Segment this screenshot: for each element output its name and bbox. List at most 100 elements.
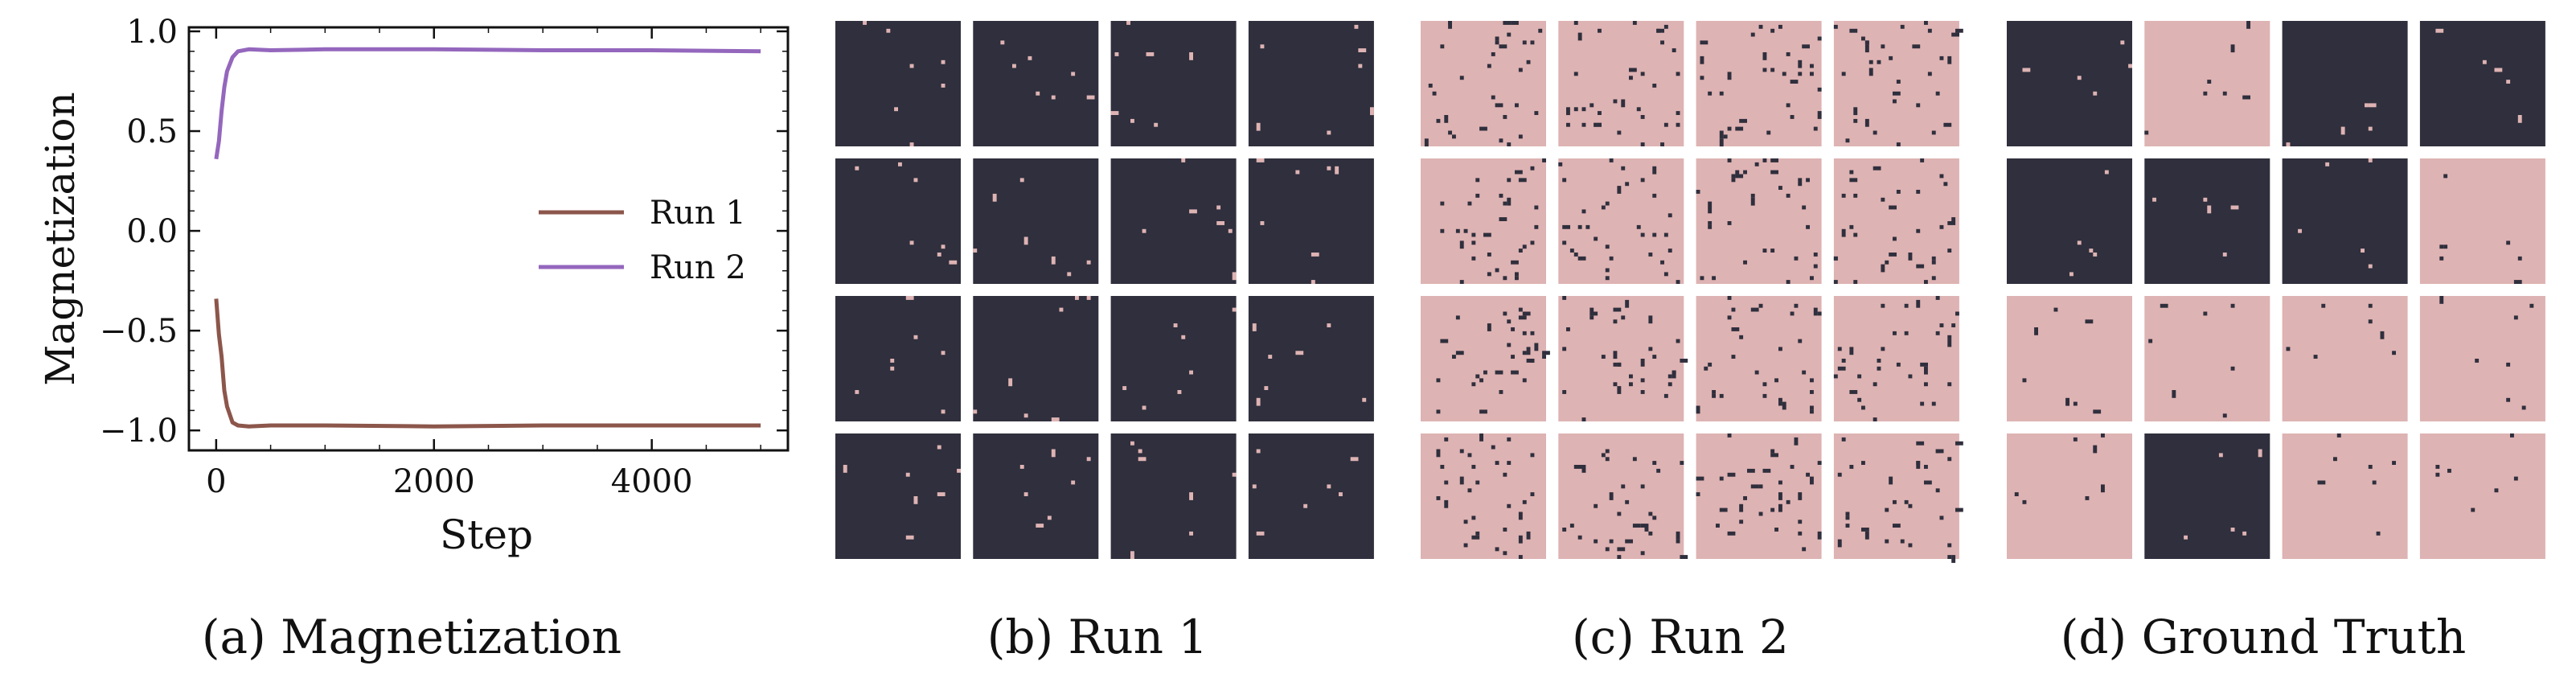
flipped-spin <box>1947 221 1956 225</box>
flipped-spin <box>1518 555 1523 559</box>
flipped-spin <box>1864 44 1869 53</box>
flipped-spin <box>1327 130 1331 135</box>
flipped-spin <box>2506 362 2511 367</box>
flipped-spin <box>1023 236 1028 245</box>
flipped-spin <box>2207 80 2212 84</box>
flipped-spin <box>1810 72 1814 76</box>
flipped-spin <box>1947 249 1952 253</box>
flipped-spin <box>1904 331 1909 335</box>
flipped-spin <box>1562 224 1570 229</box>
flipped-spin <box>1640 359 1645 367</box>
sample-tile <box>1110 21 1237 146</box>
flipped-spin <box>1566 327 1570 331</box>
flipped-spin <box>2152 197 2156 202</box>
run1-sample-grid <box>835 21 1374 560</box>
flipped-spin <box>1362 397 1367 402</box>
flipped-spin <box>1770 170 1778 175</box>
sample-tile <box>1421 433 1546 559</box>
flipped-spin <box>1440 201 1445 206</box>
flipped-spin <box>1861 36 1865 41</box>
flipped-spin <box>1754 370 1759 375</box>
sample-tile <box>2419 296 2545 421</box>
flipped-spin <box>2482 60 2487 64</box>
flipped-spin <box>894 107 898 112</box>
flipped-spin <box>1762 468 1771 473</box>
flipped-spin <box>1758 512 1763 516</box>
sample-tile <box>2144 433 2270 559</box>
flipped-spin <box>1648 347 1653 351</box>
tile-background <box>835 21 961 146</box>
flipped-spin <box>1731 327 1740 331</box>
flipped-spin <box>1750 32 1755 37</box>
flipped-spin <box>2230 366 2235 371</box>
flipped-spin <box>1452 355 1456 359</box>
flipped-spin <box>1051 256 1056 265</box>
sample-tile <box>1248 296 1374 421</box>
flipped-spin <box>1652 232 1657 237</box>
tile-background <box>2419 21 2545 146</box>
flipped-spin <box>1916 461 1921 465</box>
flipped-spin <box>1951 217 1956 221</box>
flipped-spin <box>1916 264 1925 269</box>
flipped-spin <box>2148 339 2153 343</box>
flipped-spin <box>1676 72 1680 76</box>
flipped-spin <box>1951 555 1956 563</box>
flipped-spin <box>1594 539 1598 544</box>
flipped-spin <box>1471 465 1476 469</box>
flipped-spin <box>1708 221 1713 225</box>
flipped-spin <box>1256 531 1265 536</box>
flipped-spin <box>1189 492 1193 500</box>
flipped-spin <box>1507 461 1512 465</box>
tile-background <box>1110 21 1237 146</box>
flipped-spin <box>1924 382 1928 387</box>
flipped-spin <box>1566 107 1570 116</box>
flipped-spin <box>1138 457 1146 462</box>
tile-background <box>2007 21 2132 146</box>
flipped-spin <box>1467 453 1472 458</box>
flipped-spin <box>1358 48 1367 52</box>
flipped-spin <box>1712 276 1716 281</box>
flipped-spin <box>1515 103 1519 108</box>
flipped-spin <box>2093 253 2098 257</box>
flipped-spin <box>1613 319 1618 324</box>
tile-background <box>1696 296 1822 421</box>
flipped-spin <box>1621 166 1626 170</box>
flipped-spin <box>1916 103 1921 108</box>
flipped-spin <box>1881 347 1885 351</box>
flipped-spin <box>1617 547 1626 552</box>
flipped-spin <box>1739 118 1747 123</box>
flipped-spin <box>1370 107 1374 116</box>
flipped-spin <box>1609 256 1614 261</box>
flipped-spin <box>1663 393 1668 398</box>
flipped-spin <box>2494 68 2503 72</box>
flipped-spin <box>1931 401 1936 406</box>
flipped-spin <box>1130 551 1134 560</box>
flipped-spin <box>2230 205 2239 210</box>
flipped-spin <box>1594 122 1602 127</box>
flipped-spin <box>1573 72 1578 76</box>
flipped-spin <box>1947 555 1952 559</box>
y-tick-label: 0.0 <box>126 213 178 250</box>
flipped-spin <box>1750 307 1759 312</box>
flipped-spin <box>1256 397 1261 406</box>
tile-background <box>1558 296 1684 421</box>
flipped-spin <box>1955 28 1963 33</box>
flipped-spin <box>2333 457 2337 462</box>
flipped-spin <box>2439 256 2444 261</box>
tile-background <box>1421 158 1546 284</box>
flipped-spin <box>1955 311 1959 316</box>
tile-background <box>2282 296 2408 421</box>
flipped-spin <box>1893 236 1897 241</box>
flipped-spin <box>1857 374 1862 379</box>
flipped-spin <box>1696 190 1700 194</box>
flipped-spin <box>1786 193 1790 198</box>
flipped-spin <box>1861 461 1865 465</box>
flipped-spin <box>1522 40 1527 45</box>
flipped-spin <box>2014 492 2019 496</box>
flipped-spin <box>1806 178 1810 183</box>
tile-background <box>1833 433 1959 559</box>
flipped-spin <box>855 166 859 170</box>
flipped-spin <box>1935 449 1940 454</box>
flipped-spin <box>1719 130 1724 139</box>
